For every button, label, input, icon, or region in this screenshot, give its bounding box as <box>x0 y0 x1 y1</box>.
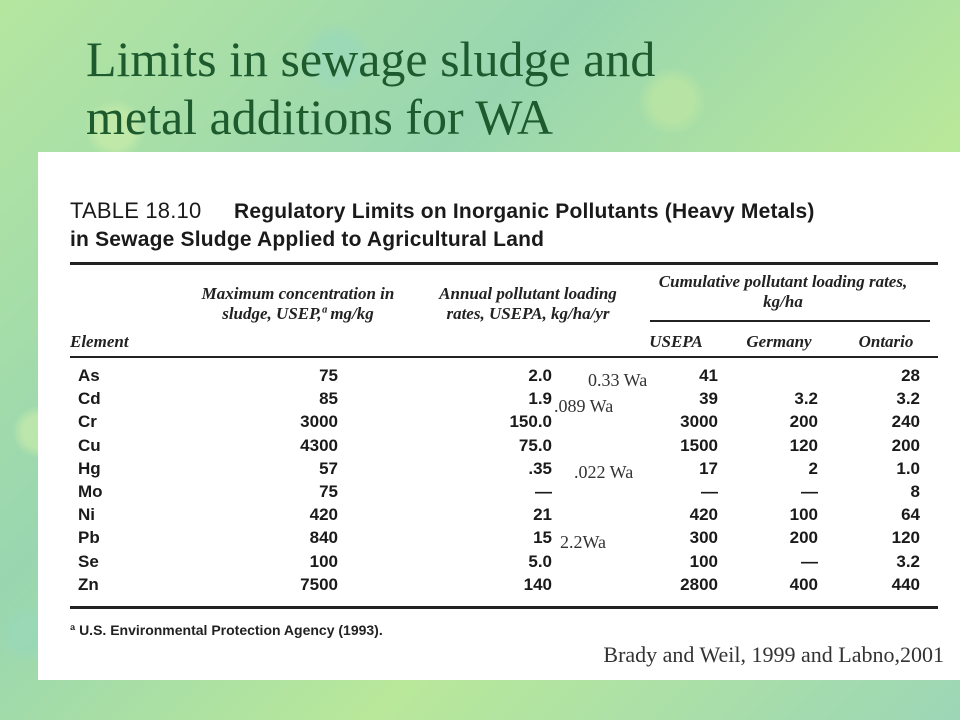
cell-annual-loading: 15 <box>533 528 552 548</box>
cell-annual-loading: 1.9 <box>528 389 552 409</box>
table-caption-line-1: Regulatory Limits on Inorganic Pollutant… <box>234 200 815 223</box>
table-number: TABLE 18.10 <box>70 198 202 223</box>
cell-germany: 200 <box>789 412 818 432</box>
cell-element: Pb <box>78 528 100 548</box>
cell-usepa: 3000 <box>680 412 718 432</box>
header-bottom-rule <box>70 356 938 358</box>
cell-element: Zn <box>78 574 99 594</box>
header-max-concentration: Maximum concentration in sludge, USEP,ª … <box>201 284 395 323</box>
cell-annual-loading: 75.0 <box>518 435 552 455</box>
header-germany: Germany <box>746 332 812 351</box>
cell-element: Hg <box>78 458 101 478</box>
cell-usepa: 2800 <box>680 574 718 594</box>
cell-ontario: 240 <box>891 412 920 432</box>
cell-usepa: — <box>701 482 718 501</box>
cell-annual-loading: — <box>535 482 552 501</box>
cell-usepa: 100 <box>689 551 718 571</box>
cell-germany: — <box>801 482 818 501</box>
cell-ontario: 3.2 <box>896 389 920 409</box>
cell-germany: — <box>801 551 818 571</box>
table-bottom-rule <box>70 606 938 609</box>
annotation-hg: .022 Wa <box>574 462 634 482</box>
cell-element: As <box>78 366 100 385</box>
cell-ontario: 120 <box>891 528 920 548</box>
cell-max-concentration: 4300 <box>300 435 338 455</box>
header-ontario: Ontario <box>858 332 914 351</box>
cell-annual-loading: .35 <box>528 458 552 478</box>
header-element: Element <box>70 332 129 351</box>
cell-usepa: 17 <box>699 458 718 478</box>
cell-element: Cr <box>78 412 97 432</box>
cell-max-concentration: 840 <box>309 528 338 548</box>
cell-annual-loading: 140 <box>523 574 552 594</box>
table-image-panel: TABLE 18.10 Regulatory Limits on Inorgan… <box>38 152 960 680</box>
cell-usepa: 41 <box>699 366 718 385</box>
cell-germany: 120 <box>789 435 818 455</box>
cell-max-concentration: 7500 <box>300 574 338 594</box>
cell-max-concentration: 3000 <box>300 412 338 432</box>
cell-max-concentration: 100 <box>309 551 338 571</box>
cell-ontario: 200 <box>891 435 920 455</box>
cell-element: Cu <box>78 435 101 455</box>
header-usepa: USEPA <box>649 332 703 351</box>
cell-usepa: 300 <box>689 528 718 548</box>
table-footnote: ª U.S. Environmental Protection Agency (… <box>70 622 383 638</box>
cell-annual-loading: 5.0 <box>528 551 552 571</box>
annotation-as: 0.33 Wa <box>588 370 648 390</box>
annotation-cd: .089 Wa <box>554 396 614 416</box>
annotation-pb: 2.2Wa <box>560 532 607 552</box>
header-cumulative-loading: Cumulative pollutant loading rates, kg/h… <box>658 272 908 311</box>
table-top-rule <box>70 262 938 265</box>
source-citation: Brady and Weil, 1999 and Labno,2001 <box>603 642 944 667</box>
header-annual-loading: Annual pollutant loading rates, USEPA, k… <box>439 284 617 323</box>
cell-ontario: 440 <box>891 574 920 594</box>
cell-element: Cd <box>78 389 101 409</box>
cell-ontario: 8 <box>910 482 920 501</box>
cell-element: Mo <box>78 482 103 501</box>
slide-title-line-1: Limits in sewage sludge and <box>86 31 656 87</box>
cell-ontario: 1.0 <box>896 458 920 478</box>
cell-germany: 200 <box>789 528 818 548</box>
cell-ontario: 64 <box>901 505 920 525</box>
cell-ontario: 3.2 <box>896 551 920 571</box>
cell-max-concentration: 75 <box>319 366 338 385</box>
table-caption-line-2: in Sewage Sludge Applied to Agricultural… <box>70 228 545 251</box>
cell-annual-loading: 150.0 <box>509 412 552 432</box>
cell-max-concentration: 420 <box>309 505 338 525</box>
cell-annual-loading: 21 <box>533 505 552 525</box>
cell-usepa: 420 <box>689 505 718 525</box>
cell-usepa: 39 <box>699 389 718 409</box>
cell-germany: 400 <box>789 574 818 594</box>
cumulative-subrule <box>650 320 930 322</box>
cell-max-concentration: 57 <box>319 458 338 478</box>
cell-max-concentration: 85 <box>319 389 338 409</box>
cell-annual-loading: 2.0 <box>528 366 552 385</box>
cell-germany: 100 <box>789 505 818 525</box>
cell-usepa: 1500 <box>680 435 718 455</box>
cell-germany: 2 <box>808 458 818 478</box>
slide-title: Limits in sewage sludge and metal additi… <box>86 30 926 146</box>
slide-title-line-2: metal additions for WA <box>86 89 554 145</box>
cell-element: Ni <box>78 505 95 525</box>
cell-ontario: 28 <box>901 366 920 385</box>
cell-element: Se <box>78 551 99 571</box>
cell-max-concentration: 75 <box>319 482 338 501</box>
cell-germany: 3.2 <box>794 389 818 409</box>
